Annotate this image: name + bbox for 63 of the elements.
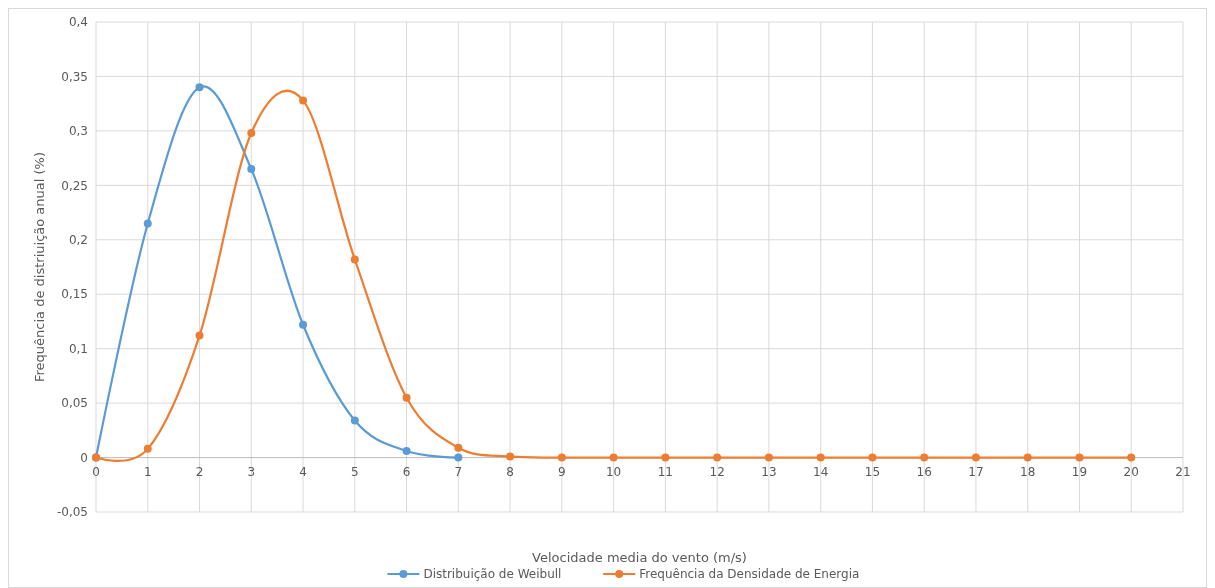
point [1075, 453, 1084, 462]
point [1127, 453, 1136, 462]
point [609, 453, 618, 462]
point [247, 129, 256, 138]
point [195, 83, 204, 92]
y-tick-label: 0,3 [68, 124, 88, 139]
y-tick-label: 0,4 [68, 15, 88, 30]
point [661, 453, 670, 462]
point [247, 165, 256, 173]
x-tick-label: 17 [968, 464, 984, 479]
point [1023, 453, 1032, 462]
x-axis-title: Velocidade media do vento (m/s) [532, 550, 747, 565]
legend-label: Distribuição de Weibull [423, 567, 562, 582]
point [764, 453, 773, 462]
point [868, 453, 877, 462]
x-tick-label: 1 [143, 464, 152, 479]
y-tick-label: 0 [80, 450, 88, 465]
y-tick-label: 0,25 [61, 178, 88, 193]
point [143, 444, 152, 453]
x-tick-label: 11 [657, 464, 674, 479]
x-tick-label: 12 [709, 464, 725, 479]
point [713, 453, 722, 462]
y-tick-label: -0,05 [56, 505, 88, 520]
x-tick-label: 14 [813, 464, 829, 479]
x-tick-label: 21 [1175, 464, 1191, 479]
y-tick-label: 0,15 [61, 287, 88, 302]
point [195, 331, 204, 340]
x-tick-label: 3 [247, 464, 256, 479]
x-tick-label: 6 [402, 464, 411, 479]
x-tick-label: 15 [864, 464, 881, 479]
x-tick-label: 10 [605, 464, 622, 479]
x-tick-label: 19 [1071, 464, 1088, 479]
point [299, 96, 308, 105]
x-tick-label: 7 [454, 464, 463, 479]
x-tick-label: 16 [916, 464, 932, 479]
point [350, 416, 359, 425]
y-tick-label: 0,35 [61, 69, 88, 84]
point [402, 393, 411, 402]
x-tick-label: 20 [1123, 464, 1139, 479]
x-tick-label: 18 [1020, 464, 1036, 479]
y-tick-label: 0,1 [68, 341, 88, 356]
point [299, 320, 308, 329]
point [454, 443, 463, 452]
point [402, 447, 411, 456]
point [454, 453, 463, 462]
y-tick-label: 0,2 [68, 232, 88, 247]
legend-label: Frequência da Densidade de Energia [639, 567, 860, 582]
point [971, 453, 980, 462]
x-tick-label: 4 [299, 464, 307, 479]
x-tick-label: 8 [506, 464, 514, 479]
point [816, 453, 825, 462]
point [506, 452, 515, 461]
point [350, 255, 359, 264]
point [920, 453, 929, 462]
y-tick-label: 0,05 [61, 396, 88, 411]
x-tick-label: 2 [195, 464, 204, 479]
x-tick-label: 9 [558, 464, 566, 479]
x-tick-label: 13 [761, 464, 777, 479]
point [557, 453, 566, 462]
x-tick-label: 5 [350, 464, 359, 479]
y-axis-title: Frequência de distriuição anual (%) [32, 152, 47, 382]
x-tick-label: 0 [92, 464, 100, 479]
point [143, 219, 152, 228]
